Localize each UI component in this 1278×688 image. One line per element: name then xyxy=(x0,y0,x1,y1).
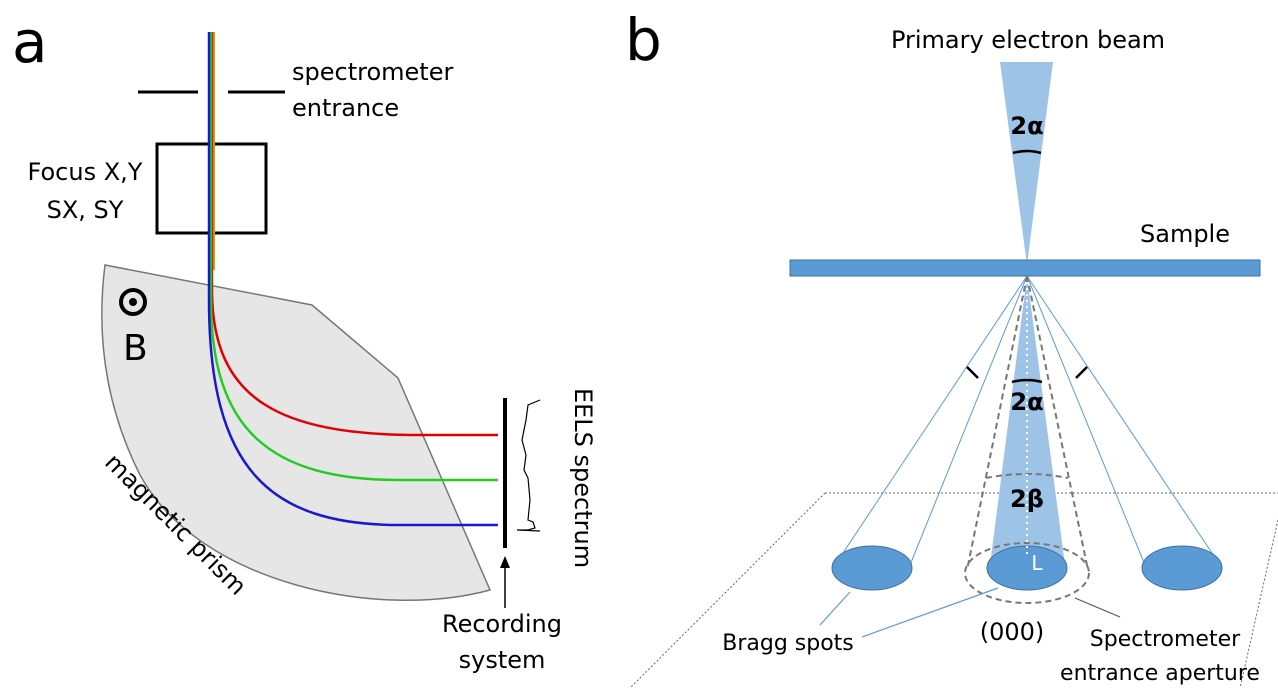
pointer xyxy=(820,588,998,637)
recording-label: system xyxy=(459,646,546,674)
alpha-label: 2α xyxy=(1010,388,1043,416)
spectrum-label: EELS spectrum xyxy=(569,388,597,568)
arrow-head xyxy=(500,556,510,568)
panel-label: a xyxy=(12,8,48,76)
focus-label: Focus X,Y xyxy=(28,158,143,186)
length-label: L xyxy=(1031,551,1043,575)
bragg-label: Bragg spots xyxy=(722,631,854,656)
central-label: (000) xyxy=(980,618,1045,646)
bragg-spot xyxy=(832,546,912,590)
aperture-label: Spectrometer xyxy=(1090,627,1241,652)
beta-label: 2β xyxy=(1010,485,1044,513)
figure: a B spectrometer entrance Focus X,Y SX, … xyxy=(0,0,1278,688)
focus-label: SX, SY xyxy=(47,196,124,224)
panel-label: b xyxy=(625,6,662,74)
pointer xyxy=(1075,598,1120,617)
field-label: B xyxy=(123,328,148,369)
primary-cone xyxy=(1000,62,1053,265)
entrance-label: entrance xyxy=(292,94,399,122)
prism xyxy=(102,265,490,600)
aperture-label: entrance aperture xyxy=(1060,661,1260,686)
detector-plane xyxy=(630,493,1278,688)
field-symbol xyxy=(129,298,137,306)
sample xyxy=(790,260,1260,276)
sample-label: Sample xyxy=(1140,220,1230,248)
spectrum-trace xyxy=(517,400,540,531)
alpha-label: 2α xyxy=(1010,112,1043,140)
entrance-label: spectrometer xyxy=(292,58,453,86)
bragg-spot xyxy=(1142,546,1222,590)
recording-label: Recording xyxy=(442,610,562,638)
beam-label: Primary electron beam xyxy=(891,26,1165,54)
